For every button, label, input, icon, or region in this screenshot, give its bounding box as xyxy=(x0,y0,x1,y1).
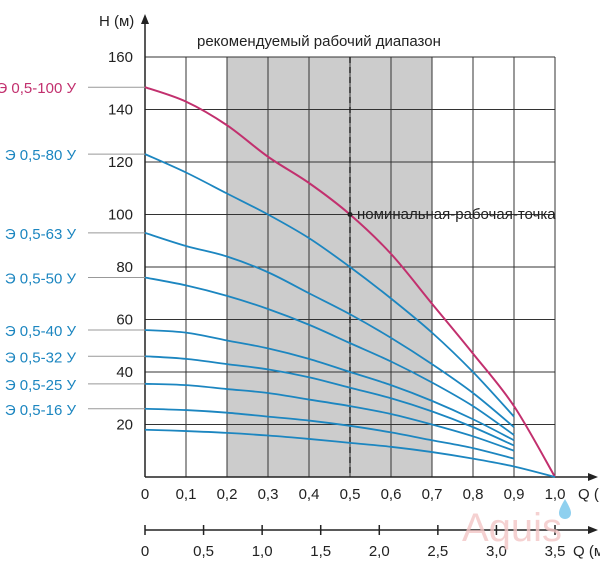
axes-layer: 20 40 60 80 100 120 140 160 0 0,1 0,2 0,3 0,4 0,5 0,6 0… xyxy=(108,14,598,560)
series-label: Э 0,5-16 У xyxy=(5,402,77,419)
series-label: Э 0,5-100 У xyxy=(0,80,76,97)
y-tick-label: 100 xyxy=(108,207,133,224)
series-label: Э 0,5-32 У xyxy=(5,349,77,366)
x2-tick-label: 2,0 xyxy=(369,543,390,560)
y-tick-label: 80 xyxy=(116,259,133,276)
watermark-drop-icon xyxy=(559,499,571,519)
x2-axis-title: Q (м xyxy=(573,543,600,560)
x-tick-label: 0,1 xyxy=(176,486,197,503)
y-tick-label: 40 xyxy=(116,364,133,381)
x-tick-label: 0,9 xyxy=(504,486,525,503)
series-label: Э 0,5-80 У xyxy=(5,147,77,164)
series-label: Э 0,5-63 У xyxy=(5,226,77,243)
nominal-point-annotation: номинальная-рабочая-точка xyxy=(357,206,556,223)
x-tick-label: 0,2 xyxy=(217,486,238,503)
x2-tick-label: 2,5 xyxy=(427,543,448,560)
series-curve xyxy=(144,232,515,428)
x2-tick-label: 0 xyxy=(141,543,149,560)
x2-tick-label: 0,5 xyxy=(193,543,214,560)
x2-axis-arrow xyxy=(588,526,598,534)
x2-tick-label: 3,5 xyxy=(545,543,566,560)
series-curve xyxy=(144,329,515,442)
x-axis-arrow xyxy=(588,473,598,481)
series-curve xyxy=(144,407,515,460)
series-labels-layer: Э 0,5-100 У Э 0,5-80 У Э 0,5-63 У Э 0,5-50 … xyxy=(0,80,145,419)
x-tick-label: 1,0 xyxy=(545,486,566,503)
series-curve xyxy=(144,428,556,478)
x-axis-title: Q ( xyxy=(578,486,599,503)
y-tick-label: 160 xyxy=(108,49,133,66)
series-curve xyxy=(144,382,515,452)
x-tick-label: 0,5 xyxy=(340,486,361,503)
y-tick-label: 140 xyxy=(108,102,133,119)
y-tick-label: 20 xyxy=(116,417,133,434)
nominal-point-marker xyxy=(347,212,353,217)
series-label: Э 0,5-25 У xyxy=(5,377,77,394)
series-layer xyxy=(144,86,556,478)
series-label: Э 0,5-40 У xyxy=(5,323,77,340)
x-tick-label: 0,6 xyxy=(381,486,402,503)
x2-tick-label: 1,0 xyxy=(252,543,273,560)
chart-title: рекомендуемый рабочий диапазон xyxy=(197,33,441,50)
watermark-logo: Aquis xyxy=(462,506,562,550)
x-tick-label: 0 xyxy=(141,486,149,503)
x2-tick-label: 1,5 xyxy=(310,543,331,560)
series-curve xyxy=(144,276,515,436)
y-axis-arrow xyxy=(141,14,149,24)
series-curve xyxy=(144,86,556,478)
series-curve xyxy=(144,355,515,447)
y-tick-label: 60 xyxy=(116,312,133,329)
series-curve xyxy=(144,153,515,418)
y-axis-title: H (м) xyxy=(99,13,134,30)
x2-tick-label: 3,0 xyxy=(486,543,507,560)
x-tick-label: 0,8 xyxy=(463,486,484,503)
x-tick-label: 0,3 xyxy=(258,486,279,503)
x-tick-label: 0,7 xyxy=(422,486,443,503)
series-label: Э 0,5-50 У xyxy=(5,271,77,288)
x-tick-label: 0,4 xyxy=(299,486,320,503)
y-tick-label: 120 xyxy=(108,154,133,171)
